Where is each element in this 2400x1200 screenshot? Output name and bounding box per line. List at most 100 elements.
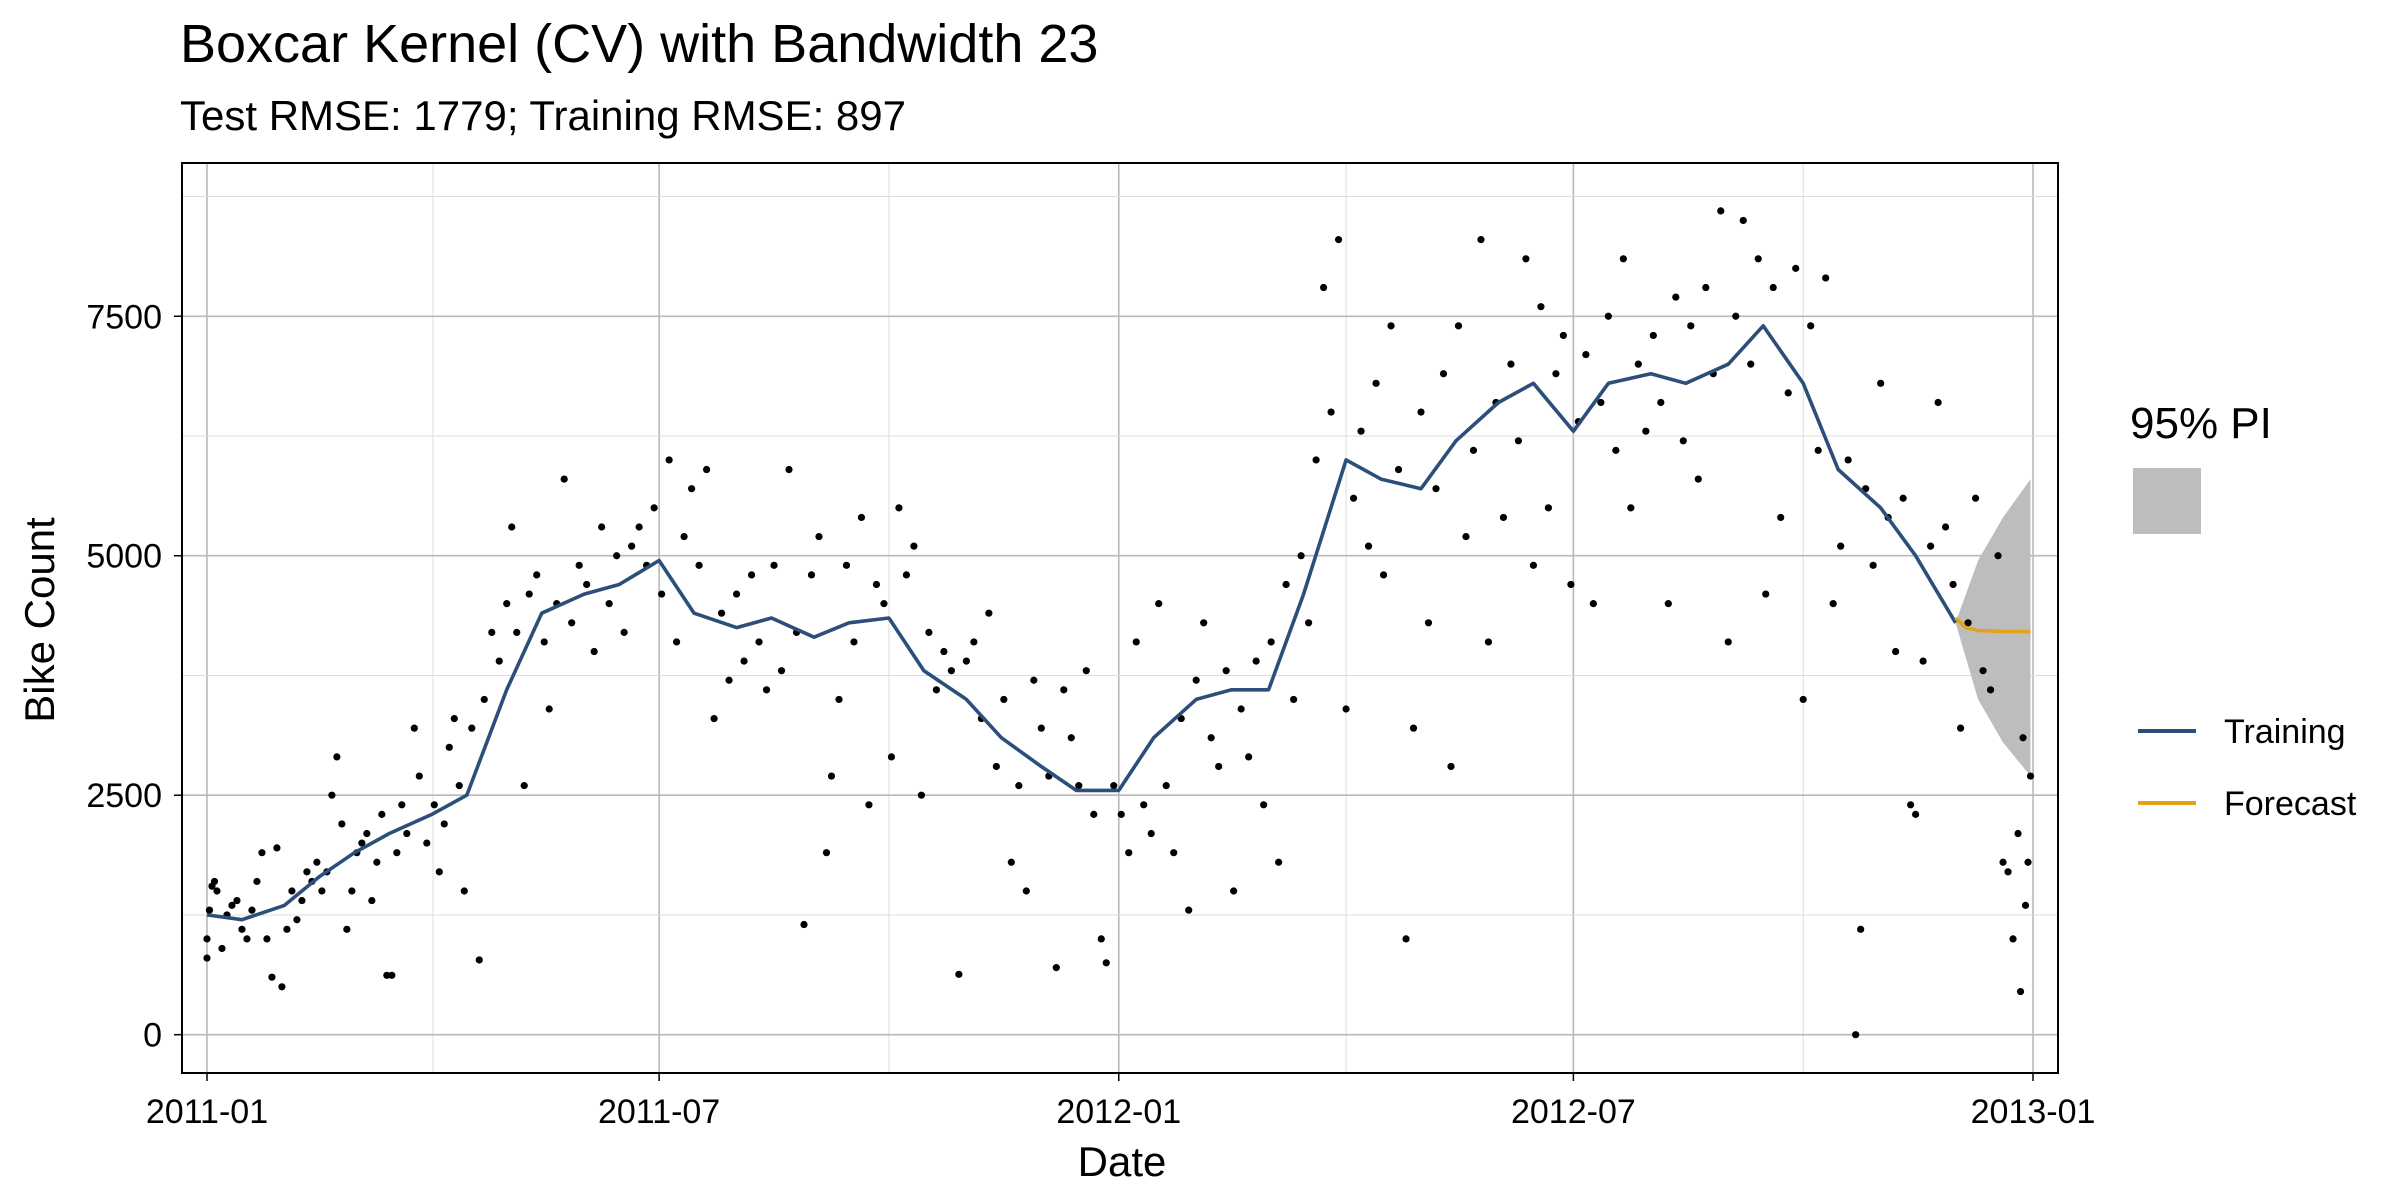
- data-point: [373, 858, 381, 866]
- data-point: [827, 772, 836, 780]
- data-point: [205, 906, 214, 914]
- data-point: [1372, 379, 1380, 387]
- data-point: [343, 925, 351, 933]
- data-point: [822, 849, 831, 857]
- series-lines: [206, 324, 2031, 922]
- y-axis-title: Bike Count: [16, 517, 63, 723]
- data-point: [992, 762, 1000, 771]
- data-point: [850, 638, 858, 646]
- data-point: [1037, 724, 1045, 732]
- data-point: [985, 609, 993, 617]
- data-point: [293, 916, 301, 924]
- data-point: [770, 561, 778, 569]
- data-point: [338, 820, 346, 828]
- data-point: [1537, 303, 1545, 311]
- data-point: [1132, 638, 1140, 646]
- data-point: [865, 801, 873, 809]
- training-line: [206, 324, 1958, 922]
- data-point: [1769, 283, 1777, 292]
- data-point: [658, 590, 666, 598]
- data-point: [1192, 676, 1200, 684]
- data-point: [423, 839, 431, 847]
- data-point: [525, 590, 533, 598]
- data-point: [807, 571, 816, 579]
- data-point: [917, 791, 926, 799]
- data-point: [1899, 494, 1907, 502]
- data-point: [887, 753, 896, 761]
- legend-training-label: Training: [2224, 713, 2346, 751]
- chart-subtitle: Test RMSE: 1779; Training RMSE: 897: [180, 92, 906, 139]
- data-point: [1015, 782, 1023, 790]
- prediction-interval: [1955, 479, 2031, 777]
- data-point: [1619, 255, 1627, 263]
- data-point: [1060, 686, 1068, 694]
- data-point: [1290, 695, 1298, 704]
- data-point: [258, 849, 266, 857]
- data-point: [1110, 782, 1118, 790]
- data-point: [755, 638, 763, 646]
- data-point: [1919, 657, 1927, 665]
- data-point: [1522, 255, 1530, 263]
- data-point: [872, 580, 881, 589]
- data-point: [1597, 398, 1605, 407]
- data-point: [403, 829, 411, 838]
- data-point: [1717, 207, 1725, 215]
- data-point: [1672, 293, 1680, 301]
- y-tick-label: 7500: [86, 298, 162, 336]
- data-point: [1052, 964, 1060, 972]
- data-point: [1844, 456, 1852, 464]
- data-point: [268, 973, 276, 981]
- data-point: [1409, 724, 1418, 732]
- data-point: [1394, 465, 1403, 474]
- data-point: [508, 523, 516, 531]
- data-point: [363, 829, 371, 838]
- data-point: [1552, 370, 1560, 378]
- data-point: [1559, 331, 1567, 340]
- data-point: [1477, 236, 1485, 244]
- data-point: [475, 956, 483, 964]
- x-tick-label: 2012-07: [1511, 1093, 1636, 1131]
- data-point: [495, 657, 503, 665]
- data-point: [1215, 762, 1223, 771]
- data-point: [1439, 370, 1448, 378]
- data-point: [1252, 657, 1260, 665]
- data-point: [263, 935, 271, 943]
- data-point: [218, 944, 226, 953]
- data-point: [318, 887, 326, 895]
- data-point: [2009, 935, 2017, 943]
- data-point: [940, 647, 948, 656]
- data-point: [455, 782, 463, 790]
- data-point: [288, 887, 296, 895]
- data-point: [1649, 331, 1657, 340]
- data-point: [1627, 504, 1635, 512]
- data-point: [450, 714, 458, 723]
- data-point: [1267, 638, 1275, 646]
- data-point: [1424, 619, 1433, 627]
- data-point: [1634, 360, 1642, 368]
- data-point: [253, 877, 261, 886]
- data-point: [673, 638, 681, 646]
- legend-forecast-label: Forecast: [2224, 785, 2357, 823]
- data-point: [1462, 532, 1470, 541]
- data-point: [503, 600, 511, 608]
- data-point: [732, 590, 741, 598]
- data-point: [488, 628, 496, 636]
- data-point: [583, 580, 591, 589]
- data-point: [962, 657, 970, 665]
- data-point: [842, 561, 851, 569]
- y-tick-label: 2500: [86, 777, 162, 815]
- data-point: [1075, 782, 1083, 790]
- data-point: [1260, 801, 1268, 809]
- data-point: [1245, 753, 1253, 761]
- data-point: [1762, 590, 1770, 598]
- data-point: [243, 935, 251, 943]
- data-point: [1702, 283, 1710, 292]
- data-point: [1979, 667, 1987, 675]
- data-point: [628, 542, 636, 550]
- data-point: [283, 925, 291, 933]
- data-point: [303, 868, 311, 876]
- data-point: [1200, 619, 1208, 627]
- data-point: [1687, 322, 1695, 330]
- data-point: [1327, 408, 1335, 416]
- data-point: [725, 676, 733, 684]
